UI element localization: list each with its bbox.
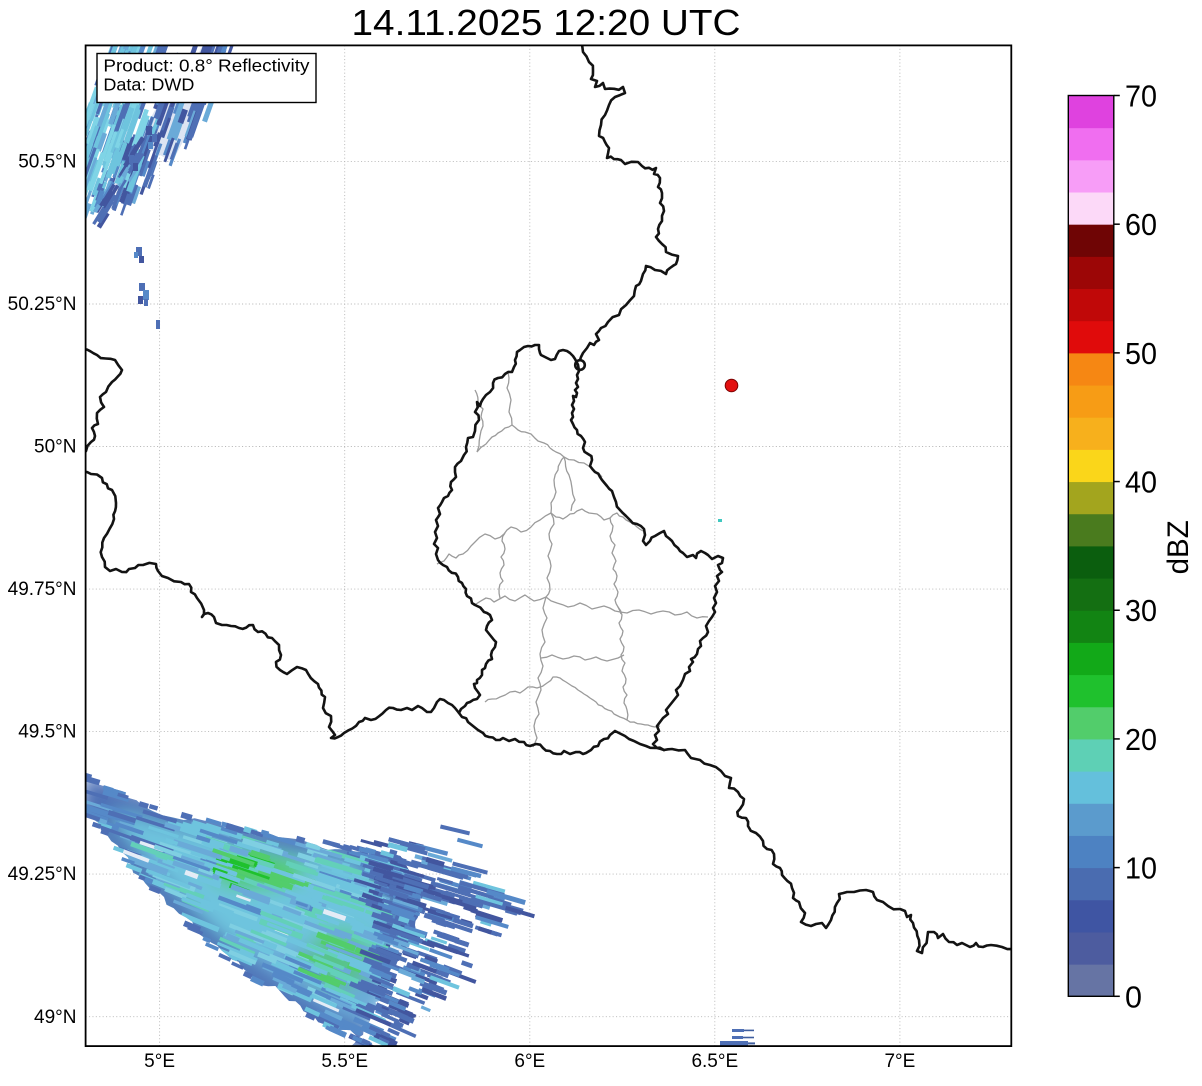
- svg-text:49.75°N: 49.75°N: [8, 579, 77, 600]
- svg-text:50.5°N: 50.5°N: [18, 152, 76, 173]
- svg-text:30: 30: [1125, 594, 1157, 628]
- svg-text:dBZ: dBZ: [1162, 520, 1195, 574]
- svg-text:49°N: 49°N: [34, 1007, 76, 1028]
- svg-text:6°E: 6°E: [514, 1051, 545, 1072]
- svg-text:70: 70: [1125, 79, 1157, 113]
- svg-text:6.5°E: 6.5°E: [691, 1051, 738, 1072]
- svg-text:49.25°N: 49.25°N: [8, 864, 77, 885]
- svg-text:10: 10: [1125, 852, 1157, 886]
- svg-text:14.11.2025 12:20 UTC: 14.11.2025 12:20 UTC: [352, 2, 741, 43]
- svg-text:60: 60: [1125, 208, 1157, 242]
- svg-text:7°E: 7°E: [884, 1051, 915, 1072]
- svg-text:0: 0: [1125, 980, 1142, 1014]
- svg-text:Data: DWD: Data: DWD: [103, 74, 194, 94]
- svg-text:49.5°N: 49.5°N: [18, 722, 76, 743]
- svg-text:40: 40: [1125, 466, 1157, 500]
- svg-text:50: 50: [1125, 337, 1157, 371]
- svg-text:5°E: 5°E: [144, 1051, 175, 1072]
- svg-text:Product: 0.8° Reflectivity: Product: 0.8° Reflectivity: [103, 56, 309, 76]
- svg-text:20: 20: [1125, 723, 1157, 757]
- svg-text:50.25°N: 50.25°N: [8, 294, 77, 315]
- svg-text:5.5°E: 5.5°E: [321, 1051, 368, 1072]
- svg-text:50°N: 50°N: [34, 437, 76, 458]
